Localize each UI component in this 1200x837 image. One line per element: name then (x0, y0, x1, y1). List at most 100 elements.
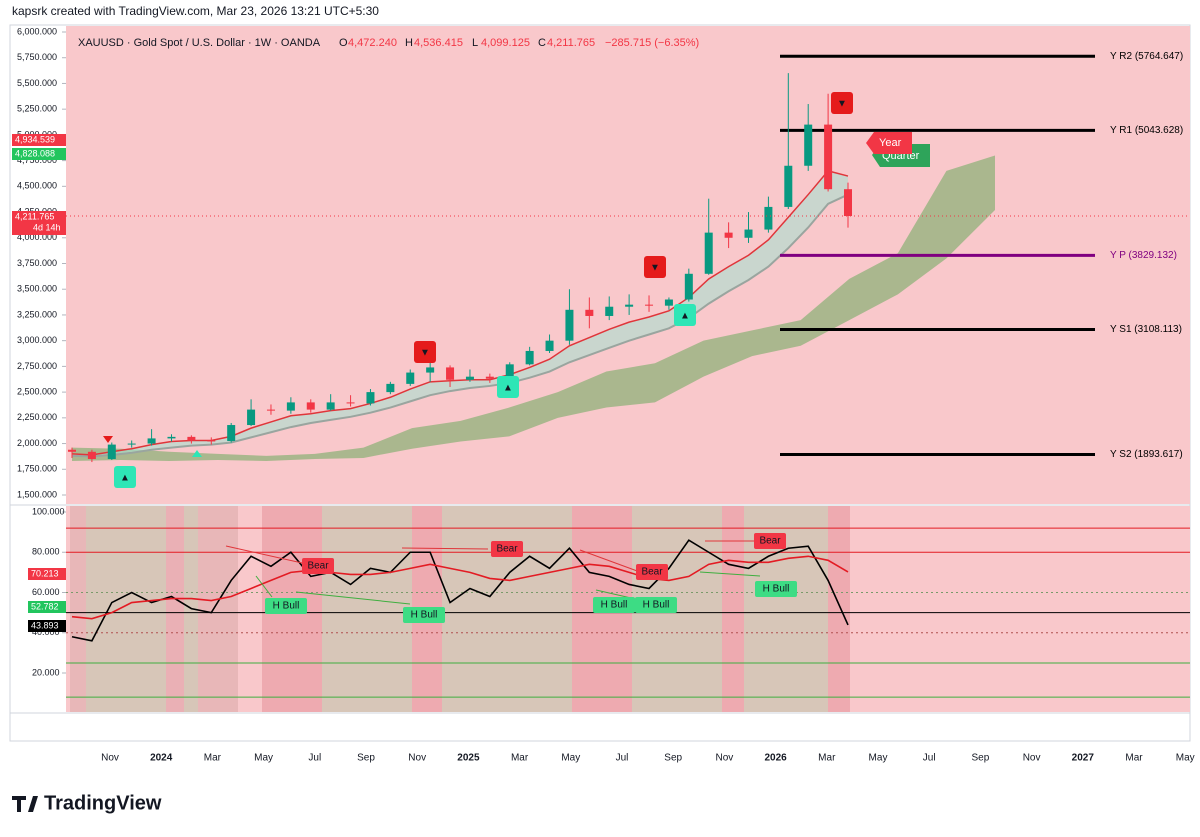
candle-body (784, 165, 793, 207)
year-label: Year (879, 137, 902, 149)
rsi-zone (722, 506, 744, 712)
ema (71, 170, 849, 456)
x-tick-label: May (869, 753, 888, 764)
logo-mark (12, 796, 38, 812)
signal-arrow: ▲ (503, 383, 513, 394)
candle-body (525, 350, 534, 365)
rsi-tag (28, 601, 66, 613)
signal-box (497, 376, 519, 398)
signal-arrow: ▼ (650, 263, 660, 274)
candle-body (306, 402, 315, 410)
candle-body (127, 443, 136, 445)
candle-body (664, 299, 673, 306)
small-signal (192, 450, 202, 457)
rsi-tag-label: 70.213 (31, 568, 59, 578)
candle-body (565, 309, 574, 341)
credit: kapsrk created with TradingView.com, Mar… (12, 4, 379, 18)
x-tick-label: 2024 (150, 753, 173, 764)
candle-body (485, 376, 494, 379)
signal-box (114, 466, 136, 488)
candle-body (326, 402, 335, 410)
candle-body (187, 436, 196, 441)
y-tick-label: 2,000.000 (17, 438, 57, 448)
x-tick-label: Nov (408, 753, 426, 764)
open: 4,472.240 (348, 37, 397, 49)
low: 4,099.125 (481, 37, 530, 49)
candle-body (107, 444, 116, 459)
candle-body (684, 273, 693, 300)
pivot-label: Y R2 (5764.647) (1110, 51, 1183, 62)
candle-body (366, 392, 375, 404)
candle-body (167, 436, 176, 439)
candle-body (804, 124, 813, 166)
signal-box (674, 304, 696, 326)
signal-box (831, 92, 853, 114)
y-tick-label: 3,500.000 (17, 284, 57, 294)
price-tag-label: 4,934.539 (15, 134, 55, 144)
y-tick-label: 5,500.000 (17, 78, 57, 88)
bear-box (491, 541, 523, 557)
change: −285.715 (−6.35%) (605, 37, 699, 49)
signal-arrow: ▲ (680, 311, 690, 322)
candle-body (68, 449, 76, 452)
rsi-tag (28, 620, 66, 632)
price-tag (12, 148, 66, 160)
candle-body (605, 306, 614, 316)
hbull-box (635, 597, 677, 613)
x-tick-label: Jul (923, 753, 936, 764)
candle-body (465, 376, 474, 380)
x-tick-label: 2026 (764, 753, 787, 764)
pivot-label: Y P (3829.132) (1110, 250, 1177, 261)
candle-body (764, 206, 773, 230)
candle-body (446, 367, 455, 380)
candle-body (406, 372, 415, 384)
x-tick-label: Mar (511, 753, 529, 764)
candle-body (346, 402, 355, 404)
candle-body (724, 232, 733, 238)
y-tick-label: 60.000 (32, 587, 60, 597)
y-tick-label: 40.000 (32, 627, 60, 637)
candle-body (645, 304, 654, 306)
signal-box (644, 256, 666, 278)
y-tick-label: 100.000 (32, 506, 65, 516)
hbull-label: H Bull (763, 584, 790, 595)
y-tick-label: 2,500.000 (17, 386, 57, 396)
high: 4,536.415 (414, 37, 463, 49)
candle-body (744, 229, 753, 238)
y-tick-label: 20.000 (32, 667, 60, 677)
candle-body (625, 304, 634, 307)
x-tick-label: Mar (204, 753, 222, 764)
rsi-line (71, 555, 849, 620)
x-tick-label: Jul (308, 753, 321, 764)
signal-arrow: ▼ (837, 99, 847, 110)
signal-arrow: ▼ (420, 348, 430, 359)
legend: XAUUSD · Gold Spot / U.S. Dollar · 1W · … (78, 37, 699, 49)
x-tick-label: Nov (101, 753, 119, 764)
slow-ma (71, 193, 849, 458)
hbull-box (755, 581, 797, 597)
hbull-label: H Bull (411, 610, 438, 621)
x-tick-label: Nov (716, 753, 734, 764)
candle-body (227, 425, 236, 441)
rsi-zone (442, 506, 482, 712)
y-tick-label: 1,750.000 (17, 464, 57, 474)
y-tick-label: 4,500.000 (17, 181, 57, 191)
signal-arrow: ▲ (120, 473, 130, 484)
candle-body (87, 451, 96, 459)
cloud (72, 155, 995, 462)
logo: TradingView (12, 792, 162, 814)
y-tick-label: 2,250.000 (17, 412, 57, 422)
rsi-tag (28, 568, 66, 580)
pivot-label: Y R1 (5043.628) (1110, 125, 1183, 136)
candle-body (844, 189, 852, 216)
candle-body (704, 232, 713, 274)
rsi-zone (198, 506, 238, 712)
x-tick-label: Mar (1125, 753, 1143, 764)
bear-label: Bear (307, 561, 329, 572)
rsi-zone (828, 506, 850, 712)
y-tick-label: 3,000.000 (17, 335, 57, 345)
y-tick-label: 3,750.000 (17, 258, 57, 268)
divergence (579, 549, 641, 573)
x-tick-label: May (1176, 753, 1195, 764)
